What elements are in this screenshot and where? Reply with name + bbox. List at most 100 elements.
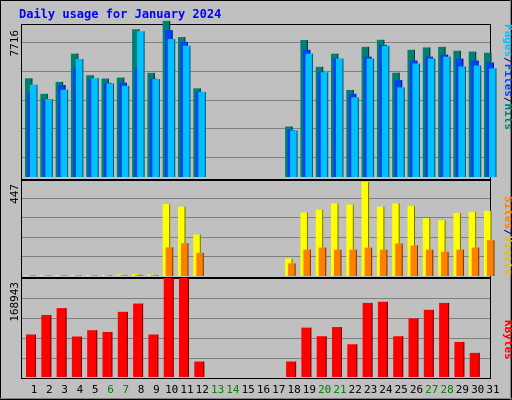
visits-bar-sites-day-9: [150, 275, 158, 276]
hits-bar-pages-day-11: [183, 45, 191, 177]
x-tick-label-30: 30: [471, 383, 484, 396]
hits-bar-pages-day-1: [30, 84, 38, 177]
x-tick-label-3: 3: [61, 383, 68, 396]
visits-bar-sites-day-29: [456, 249, 464, 276]
kbytes-legend: KBytes: [502, 320, 512, 360]
hits-bar-pages-day-10: [167, 39, 176, 178]
hits-bar-pages-day-7: [121, 85, 130, 177]
visits-bar-visits-day-24: [376, 206, 385, 276]
legend-visits-1: /: [502, 229, 512, 236]
kbytes-bar-day-20: [316, 336, 327, 377]
hits-bar-pages-day-19: [305, 53, 313, 177]
kbytes-bar-day-9: [148, 334, 159, 377]
x-tick-label-17: 17: [272, 383, 285, 396]
kbytes-bar-day-6: [102, 331, 113, 377]
visits-bar-sites-day-20: [318, 247, 327, 276]
hits-bar-pages-day-25: [397, 87, 405, 177]
visits-bar-visits-day-10: [162, 204, 171, 276]
x-tick-label-28: 28: [440, 383, 453, 396]
x-tick-label-21: 21: [333, 383, 346, 396]
x-tick-label-24: 24: [379, 383, 393, 396]
visits-bar-sites-day-25: [395, 243, 403, 276]
kbytes-bar-day-22: [347, 344, 358, 377]
visits-bar-sites-day-27: [425, 249, 434, 276]
visits-panel: [21, 180, 491, 278]
visits-ymax-label: 447: [8, 184, 21, 204]
visits-bar-sites-day-11: [181, 243, 189, 276]
x-tick-label-1: 1: [31, 383, 38, 396]
x-tick-label-10: 10: [165, 383, 178, 396]
visits-bar-sites-day-18: [288, 263, 296, 276]
visits-bar-sites-day-5: [89, 275, 97, 276]
visits-bar-sites-day-3: [58, 275, 67, 276]
x-tick-label-5: 5: [92, 383, 99, 396]
hits-bar-pages-day-22: [351, 97, 359, 177]
kbytes-bar-day-12: [194, 361, 205, 377]
hits-bar-pages-day-26: [412, 63, 420, 178]
visits-bar-visits-day-27: [422, 218, 431, 276]
visits-bar-visits-day-22: [346, 204, 354, 276]
hits-bar-pages-day-27: [427, 58, 436, 177]
kbytes-ymax-label: 168943: [8, 282, 21, 322]
kbytes-bar-day-19: [301, 327, 312, 377]
visits-bar-sites-day-2: [43, 275, 51, 276]
x-tick-label-22: 22: [349, 383, 362, 396]
x-tick-label-2: 2: [46, 383, 53, 396]
x-tick-label-9: 9: [153, 383, 160, 396]
hits-bar-pages-day-12: [198, 92, 206, 177]
legend-hits-0: Pages: [502, 24, 512, 57]
kbytes-bar-day-29: [454, 341, 465, 377]
hits-ymax-label: 7716: [8, 30, 21, 57]
kbytes-bar-day-24: [377, 301, 388, 377]
kbytes-bar-day-26: [408, 318, 419, 377]
chart-title: Daily usage for January 2024: [19, 7, 221, 21]
hits-bar-pages-day-24: [381, 45, 390, 177]
hits-bar-pages-day-8: [137, 31, 145, 177]
x-tick-label-23: 23: [364, 383, 377, 396]
bars-layer: [25, 20, 497, 377]
x-axis-labels: 1 2 3 4 5 6 7 8 9 10 11 12 13 14 15 16 17 18 19 20 21 22 23 24 2…: [31, 383, 500, 396]
visits-bar-sites-day-1: [28, 275, 36, 276]
visits-bar-visits-day-19: [300, 212, 308, 276]
kbytes-bar-day-30: [469, 352, 480, 377]
visits-bar-sites-day-4: [73, 275, 82, 276]
x-tick-label-6: 6: [107, 383, 114, 396]
visits-bar-visits-day-11: [178, 206, 186, 276]
hits-bar-pages-day-28: [443, 56, 451, 177]
legend-visits-2: Visits: [502, 236, 512, 276]
hits-bar-pages-day-3: [60, 89, 69, 177]
visits-bar-visits-day-25: [392, 203, 400, 276]
kbytes-bar-day-7: [117, 311, 128, 377]
kbytes-bar-day-27: [423, 309, 434, 377]
visits-bar-sites-day-23: [364, 247, 373, 276]
x-tick-label-18: 18: [287, 383, 300, 396]
hits-bar-pages-day-5: [91, 78, 99, 177]
visits-bar-sites-day-22: [349, 249, 357, 276]
x-tick-label-29: 29: [456, 383, 469, 396]
x-tick-label-14: 14: [226, 383, 240, 396]
hits-bar-pages-day-30: [473, 65, 482, 177]
x-tick-label-25: 25: [395, 383, 408, 396]
hits-bar-pages-day-9: [152, 79, 160, 177]
legend-kbytes-0: KBytes: [502, 320, 512, 360]
hits-bar-pages-day-31: [489, 68, 497, 177]
visits-bar-sites-day-10: [165, 247, 174, 276]
hits-bar-pages-day-6: [106, 83, 114, 177]
x-tick-label-19: 19: [303, 383, 316, 396]
legend-hits-3: /: [502, 97, 512, 104]
x-tick-label-31: 31: [486, 383, 499, 396]
kbytes-bar-day-3: [56, 308, 67, 377]
kbytes-bar-day-18: [286, 361, 297, 377]
visits-bar-visits-day-21: [331, 203, 339, 276]
kbytes-bar-day-8: [133, 303, 144, 377]
x-tick-label-7: 7: [122, 383, 129, 396]
x-tick-label-11: 11: [180, 383, 193, 396]
kbytes-bar-day-4: [71, 336, 82, 377]
visits-bar-sites-day-28: [441, 251, 449, 276]
visits-bar-sites-day-8: [135, 274, 143, 276]
kbytes-bar-day-21: [332, 327, 342, 377]
kbytes-bar-day-28: [439, 302, 450, 377]
hits-bar-pages-day-2: [45, 99, 53, 177]
legend-hits-4: Hits: [502, 104, 512, 131]
